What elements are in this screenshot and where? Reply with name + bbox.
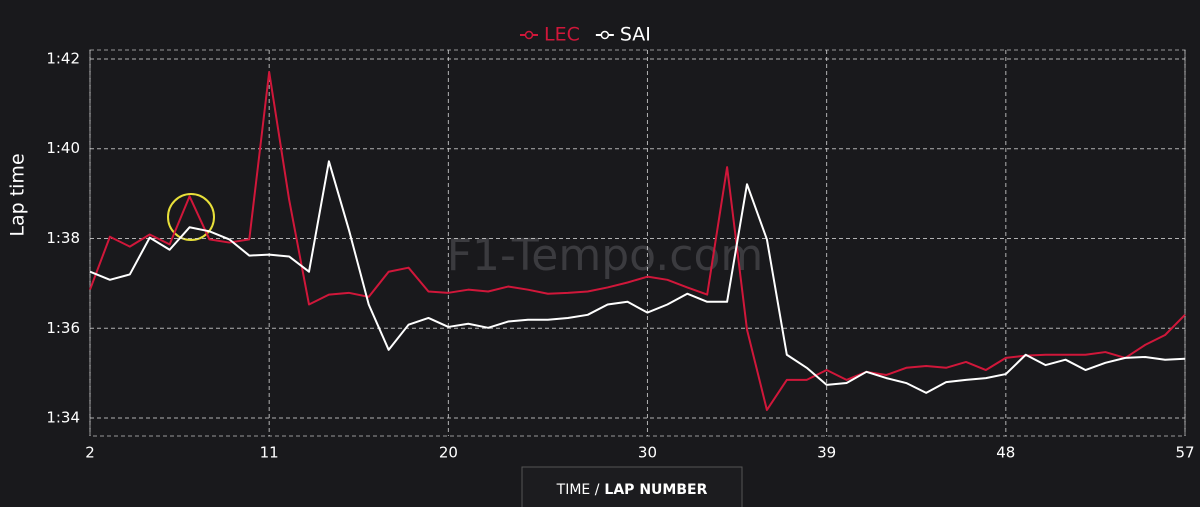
highlight-circle (167, 193, 215, 241)
button-frame[interactable] (521, 466, 743, 507)
series-line (89, 160, 1186, 394)
series-line (89, 70, 1186, 411)
x-tick-label: 57 (1175, 444, 1194, 462)
legend: LEC SAI (520, 24, 651, 46)
x-tick-label: 30 (638, 444, 657, 462)
x-tick-label: 48 (996, 444, 1015, 462)
button-prefix[interactable]: TIME / (556, 482, 600, 498)
legend-marker (524, 30, 534, 40)
x-tick-label: 39 (817, 444, 836, 462)
legend-marker (600, 30, 610, 40)
x-tick-label: 2 (85, 444, 95, 462)
legend-label: LEC (544, 24, 580, 46)
x-tick-label: 20 (439, 444, 458, 462)
x-toggle-button[interactable]: TIME / LAP NUMBER (521, 466, 743, 507)
x-tick-label: 11 (260, 444, 279, 462)
y-tick-label: 1:34 (46, 409, 80, 427)
y-tick-label: 1:42 (46, 49, 80, 67)
y-tick-label: 1:38 (46, 229, 80, 247)
y-tick-label: 1:36 (46, 319, 80, 337)
button-label[interactable]: TIME / LAP NUMBER (556, 482, 708, 498)
legend-label: SAI (620, 24, 651, 46)
y-tick-label: 1:40 (46, 139, 80, 157)
button-main[interactable]: LAP NUMBER (604, 482, 707, 498)
y-axis-label: Lap time (7, 153, 29, 236)
